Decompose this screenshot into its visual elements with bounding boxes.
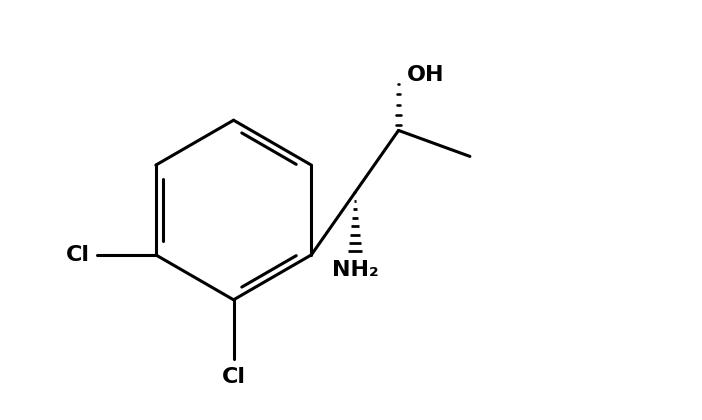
Text: Cl: Cl — [66, 245, 90, 265]
Text: NH₂: NH₂ — [331, 260, 378, 280]
Text: OH: OH — [406, 65, 444, 85]
Text: Cl: Cl — [222, 367, 246, 387]
